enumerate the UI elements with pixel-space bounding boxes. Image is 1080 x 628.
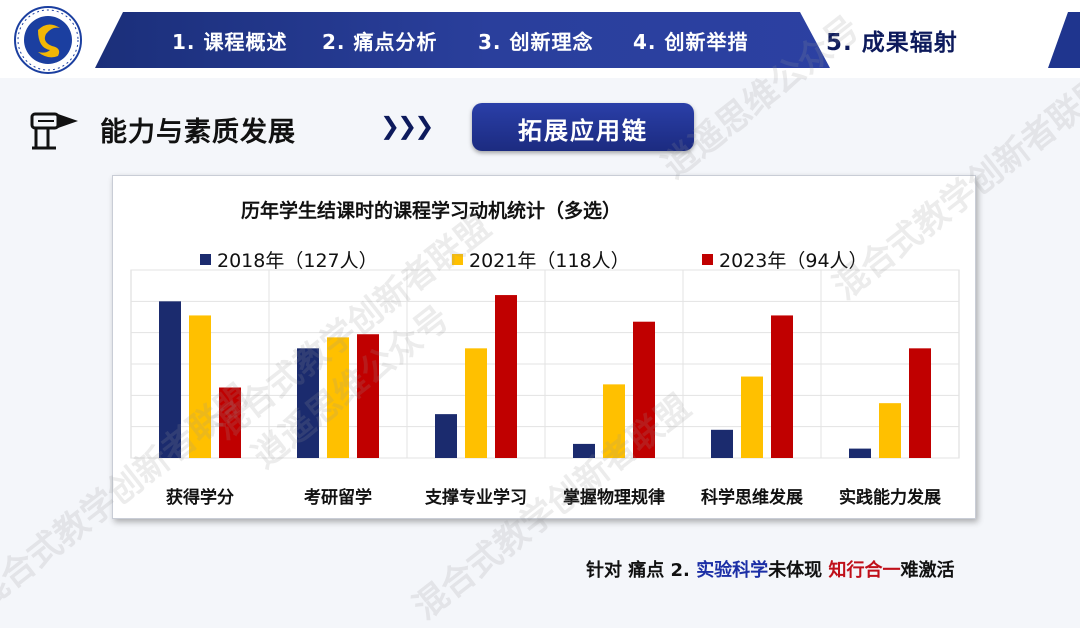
legend-2021: 2021年（118人）	[452, 246, 630, 273]
x-tick-label: 获得学分	[166, 488, 234, 508]
extended-application-chain-button[interactable]: 拓展应用链	[472, 103, 694, 151]
footer-suffix: 难激活	[900, 560, 955, 581]
footer-red-text: 知行合一	[828, 560, 901, 581]
university-logo-icon	[8, 2, 88, 76]
x-tick-label: 科学思维发展	[701, 488, 803, 508]
footer-mid-text: 未体现	[768, 560, 823, 581]
bar	[189, 315, 211, 458]
triple-chevron-icon: ❯❯❯	[380, 112, 434, 140]
bar	[465, 348, 487, 458]
legend-swatch-2023	[702, 254, 713, 265]
bar	[603, 384, 625, 458]
bar	[879, 403, 901, 458]
bar	[219, 387, 241, 458]
bar	[159, 301, 181, 458]
bar-chart-plot	[130, 269, 960, 459]
chart-title: 历年学生结课时的课程学习动机统计（多选）	[240, 200, 621, 222]
nav-item-innovation-idea[interactable]: 3. 创新理念	[478, 30, 594, 54]
legend-swatch-2018	[200, 254, 211, 265]
bar	[771, 315, 793, 458]
bar	[357, 334, 379, 458]
bar	[495, 295, 517, 458]
bar	[741, 376, 763, 458]
nav-active-tab-bg	[800, 12, 1080, 68]
legend-2018: 2018年（127人）	[200, 246, 378, 273]
footer-blue-text: 实验科学	[696, 560, 769, 581]
x-tick-label: 支撑专业学习	[425, 488, 527, 508]
bar	[573, 443, 595, 458]
legend-label-2023: 2023年（94人）	[719, 250, 868, 272]
bar	[909, 348, 931, 458]
x-tick-label: 实践能力发展	[839, 488, 941, 508]
footer-prefix: 针对 痛点 2.	[586, 560, 690, 581]
nav-item-results[interactable]: 5. 成果辐射	[826, 30, 958, 56]
bar	[849, 448, 871, 458]
legend-label-2018: 2018年（127人）	[217, 250, 378, 272]
nav-item-pain-points[interactable]: 2. 痛点分析	[322, 30, 438, 54]
legend-2023: 2023年（94人）	[702, 246, 868, 273]
bar	[327, 337, 349, 458]
x-tick-label: 掌握物理规律	[563, 488, 665, 508]
legend-label-2021: 2021年（118人）	[469, 250, 630, 272]
footer-note: 针对 痛点 2. 实验科学未体现 知行合一难激活	[586, 556, 954, 582]
legend-swatch-2021	[452, 254, 463, 265]
bar	[711, 429, 733, 458]
pill-label: 拓展应用链	[518, 117, 648, 145]
pencil-hand-icon	[26, 104, 82, 152]
bar	[633, 321, 655, 458]
nav-item-overview[interactable]: 1. 课程概述	[172, 30, 288, 54]
bar	[435, 414, 457, 458]
nav-item-innovation-measures[interactable]: 4. 创新举措	[633, 30, 749, 54]
section-title: 能力与素质发展	[100, 117, 296, 148]
x-tick-label: 考研留学	[304, 488, 372, 508]
top-nav-bar: 1. 课程概述 2. 痛点分析 3. 创新理念 4. 创新举措 5. 成果辐射	[0, 0, 1080, 78]
bar	[297, 348, 319, 458]
